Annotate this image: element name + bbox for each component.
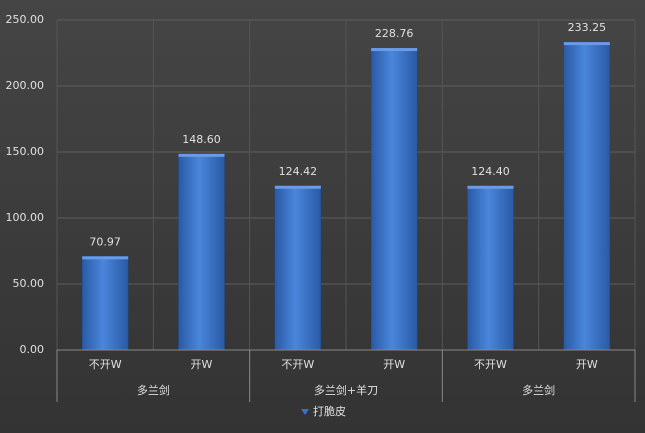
x-tick-label: 开W: [576, 358, 598, 371]
value-label: 70.97: [89, 235, 121, 248]
group-label: 多兰剑: [137, 383, 170, 397]
bar-top: [178, 153, 225, 157]
group-label: 多兰剑+羊刀: [314, 383, 378, 397]
bar: [178, 153, 225, 351]
group-label: 多兰剑: [522, 383, 555, 397]
x-tick-label: 开W: [191, 358, 213, 371]
x-tick-label: 开W: [383, 358, 405, 371]
y-tick-label: 100.00: [6, 211, 45, 224]
bar: [563, 41, 611, 351]
value-label: 228.76: [375, 27, 414, 40]
value-label: 233.25: [568, 21, 607, 34]
y-tick-label: 250.00: [6, 13, 45, 26]
legend-marker: [301, 409, 309, 415]
x-tick-label: 不开W: [474, 358, 507, 371]
x-tick-label: 不开W: [281, 358, 314, 371]
y-tick-label: 150.00: [6, 145, 45, 158]
bar-top: [371, 48, 418, 52]
legend-label: 打脆皮: [313, 404, 346, 418]
value-label: 124.42: [279, 165, 318, 178]
bar-top: [563, 42, 610, 46]
bar-top: [274, 185, 321, 189]
bar-top: [467, 185, 514, 189]
bar: [467, 185, 514, 351]
value-label: 148.60: [182, 133, 221, 146]
bar-top: [82, 256, 129, 260]
bar: [81, 256, 129, 351]
x-tick-label: 不开W: [89, 358, 122, 371]
bar: [274, 185, 322, 351]
bar: [370, 47, 418, 351]
y-tick-label: 0.00: [20, 343, 45, 356]
y-tick-label: 200.00: [6, 79, 45, 92]
y-tick-label: 50.00: [13, 277, 45, 290]
value-label: 124.40: [471, 165, 510, 178]
